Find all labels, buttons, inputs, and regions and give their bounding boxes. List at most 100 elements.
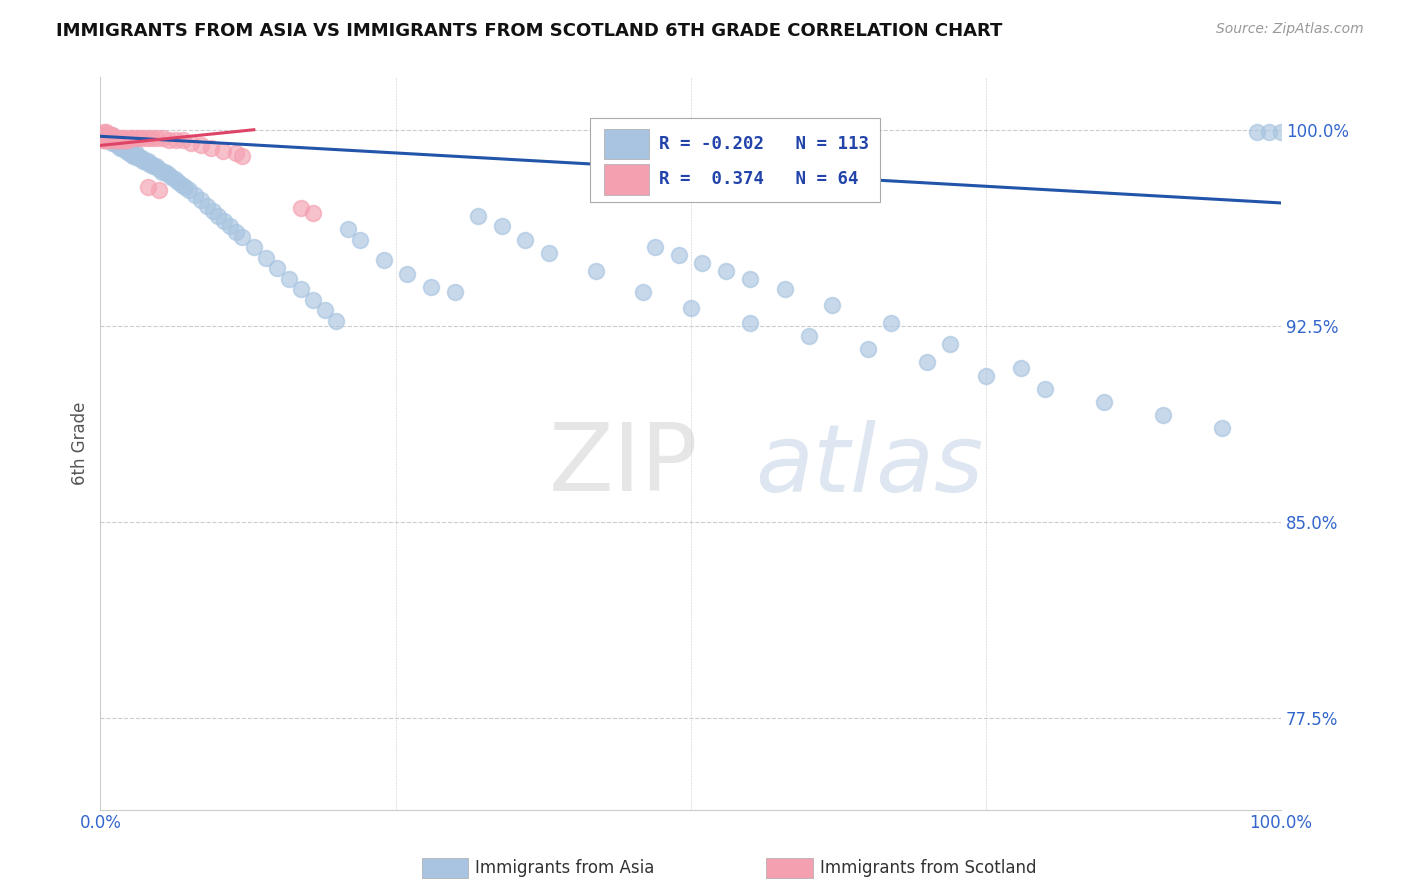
Point bbox=[91, 128, 114, 142]
Point bbox=[856, 343, 879, 357]
Point bbox=[373, 253, 395, 268]
Point bbox=[290, 282, 312, 296]
Point bbox=[96, 130, 118, 145]
Point bbox=[103, 130, 125, 145]
Point bbox=[136, 180, 159, 194]
Point bbox=[107, 138, 129, 153]
FancyBboxPatch shape bbox=[591, 118, 880, 202]
Point bbox=[111, 133, 134, 147]
Point bbox=[129, 152, 152, 166]
Point bbox=[163, 172, 186, 186]
Point bbox=[110, 130, 132, 145]
Point bbox=[98, 133, 121, 147]
Point bbox=[132, 130, 155, 145]
Point bbox=[110, 141, 132, 155]
Point bbox=[225, 146, 247, 161]
Point bbox=[91, 133, 114, 147]
Point bbox=[419, 279, 441, 293]
Point bbox=[122, 149, 145, 163]
Point bbox=[101, 130, 124, 145]
Point bbox=[190, 194, 212, 208]
Point bbox=[1010, 360, 1032, 375]
Point bbox=[104, 136, 127, 150]
Point bbox=[491, 219, 513, 234]
Point bbox=[97, 130, 120, 145]
Point bbox=[96, 130, 118, 145]
Point bbox=[91, 130, 114, 145]
Point bbox=[96, 130, 118, 145]
Point bbox=[101, 133, 124, 147]
Point bbox=[443, 285, 465, 299]
Point bbox=[138, 157, 160, 171]
Point bbox=[100, 130, 122, 145]
Point bbox=[93, 130, 115, 145]
Point bbox=[537, 245, 560, 260]
Point bbox=[118, 146, 141, 161]
Point bbox=[121, 130, 143, 145]
Point bbox=[170, 178, 193, 192]
Point bbox=[139, 157, 162, 171]
Point bbox=[773, 282, 796, 296]
Point bbox=[1033, 382, 1056, 396]
Point bbox=[141, 130, 163, 145]
Point bbox=[108, 138, 131, 153]
Point bbox=[160, 169, 183, 184]
Point bbox=[1152, 408, 1174, 422]
Point bbox=[231, 149, 253, 163]
Point bbox=[167, 175, 190, 189]
Point bbox=[98, 130, 121, 145]
Point bbox=[225, 225, 247, 239]
Point bbox=[98, 133, 121, 147]
Point bbox=[93, 125, 115, 139]
Text: IMMIGRANTS FROM ASIA VS IMMIGRANTS FROM SCOTLAND 6TH GRADE CORRELATION CHART: IMMIGRANTS FROM ASIA VS IMMIGRANTS FROM … bbox=[56, 22, 1002, 40]
Point bbox=[325, 313, 347, 327]
Text: ZIP: ZIP bbox=[548, 419, 699, 511]
Point bbox=[101, 136, 124, 150]
Point bbox=[212, 144, 235, 158]
Text: Source: ZipAtlas.com: Source: ZipAtlas.com bbox=[1216, 22, 1364, 37]
Point bbox=[93, 128, 115, 142]
Point bbox=[180, 136, 202, 150]
Point bbox=[94, 128, 117, 142]
Point bbox=[94, 130, 117, 145]
Point bbox=[974, 368, 997, 383]
Point bbox=[97, 128, 120, 142]
Point bbox=[644, 240, 666, 254]
Point bbox=[142, 159, 165, 173]
Point bbox=[207, 209, 229, 223]
Point bbox=[214, 214, 236, 228]
Point bbox=[98, 128, 121, 142]
Point bbox=[714, 264, 737, 278]
Point bbox=[679, 301, 702, 315]
Y-axis label: 6th Grade: 6th Grade bbox=[72, 401, 89, 485]
Point bbox=[633, 285, 655, 299]
Point bbox=[96, 128, 118, 142]
Point bbox=[105, 138, 128, 153]
Point bbox=[797, 329, 820, 343]
Point bbox=[107, 136, 129, 150]
Point bbox=[152, 130, 174, 145]
Point bbox=[254, 251, 277, 265]
Point bbox=[195, 198, 218, 212]
Point bbox=[136, 154, 159, 169]
Point bbox=[112, 138, 135, 153]
Point bbox=[174, 180, 197, 194]
Point bbox=[302, 293, 325, 307]
Point bbox=[114, 141, 136, 155]
Point bbox=[110, 141, 132, 155]
Point bbox=[125, 130, 148, 145]
Point bbox=[184, 188, 207, 202]
Point bbox=[96, 133, 118, 147]
Point bbox=[165, 133, 187, 147]
Point bbox=[231, 230, 253, 244]
Point bbox=[278, 272, 301, 286]
Point bbox=[136, 130, 159, 145]
Text: Immigrants from Scotland: Immigrants from Scotland bbox=[820, 859, 1036, 877]
Point bbox=[93, 133, 115, 147]
Point bbox=[145, 159, 167, 173]
Point bbox=[118, 130, 141, 145]
Point bbox=[190, 138, 212, 153]
Point bbox=[150, 164, 173, 178]
Point bbox=[738, 272, 761, 286]
Point bbox=[396, 267, 419, 281]
